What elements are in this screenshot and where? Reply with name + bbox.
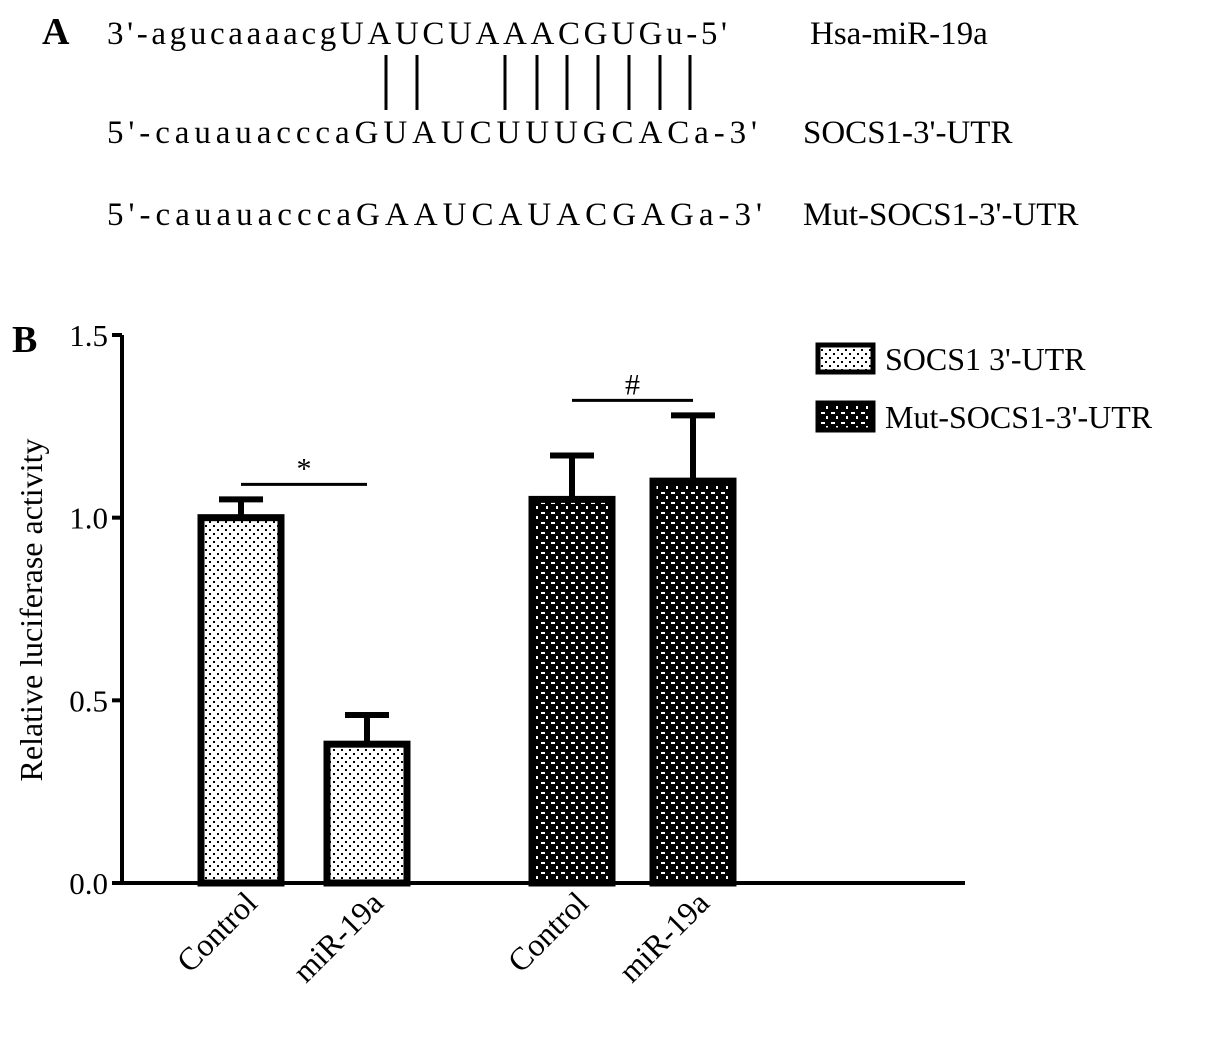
panel-label: B xyxy=(12,319,37,361)
legend-label: Mut-SOCS1-3'-UTR xyxy=(885,399,1153,435)
bar xyxy=(197,514,285,887)
sequence-name: SOCS1-3'-UTR xyxy=(803,115,1012,151)
bar xyxy=(323,740,411,887)
y-tick-label: 0.5 xyxy=(69,683,108,718)
x-tick-label: miR-19a xyxy=(285,884,390,989)
bar xyxy=(528,495,616,887)
y-tick-label: 1.0 xyxy=(69,501,108,536)
panel-label: A xyxy=(42,11,70,53)
y-tick-label: 0.0 xyxy=(69,866,108,901)
x-tick-label: miR-19a xyxy=(611,884,716,989)
sequence-name: Hsa-miR-19a xyxy=(810,16,988,52)
sequence: 5'-cauauacccaGUAUCUUUGCACa-3' xyxy=(107,115,757,151)
x-tick-label: Control xyxy=(169,884,264,979)
bar xyxy=(649,477,737,887)
sequence: 5'-cauauacccaGAAUCAUACGAGa-3' xyxy=(107,197,762,233)
sequence-name: Mut-SOCS1-3'-UTR xyxy=(803,197,1078,233)
alignment-lines xyxy=(384,55,692,110)
y-tick-label: 1.5 xyxy=(69,318,108,353)
significance-mark: * xyxy=(297,452,312,485)
significance-mark: # xyxy=(625,368,640,401)
legend-label: SOCS1 3'-UTR xyxy=(885,341,1086,377)
y-axis-label: Relative luciferase activity xyxy=(13,439,49,782)
x-tick-label: Control xyxy=(500,884,595,979)
legend-swatch xyxy=(815,400,876,433)
legend-swatch xyxy=(815,342,876,375)
sequence: 3'-agucaaaacgUAUCUAAACGUGu-5' xyxy=(107,16,727,52)
